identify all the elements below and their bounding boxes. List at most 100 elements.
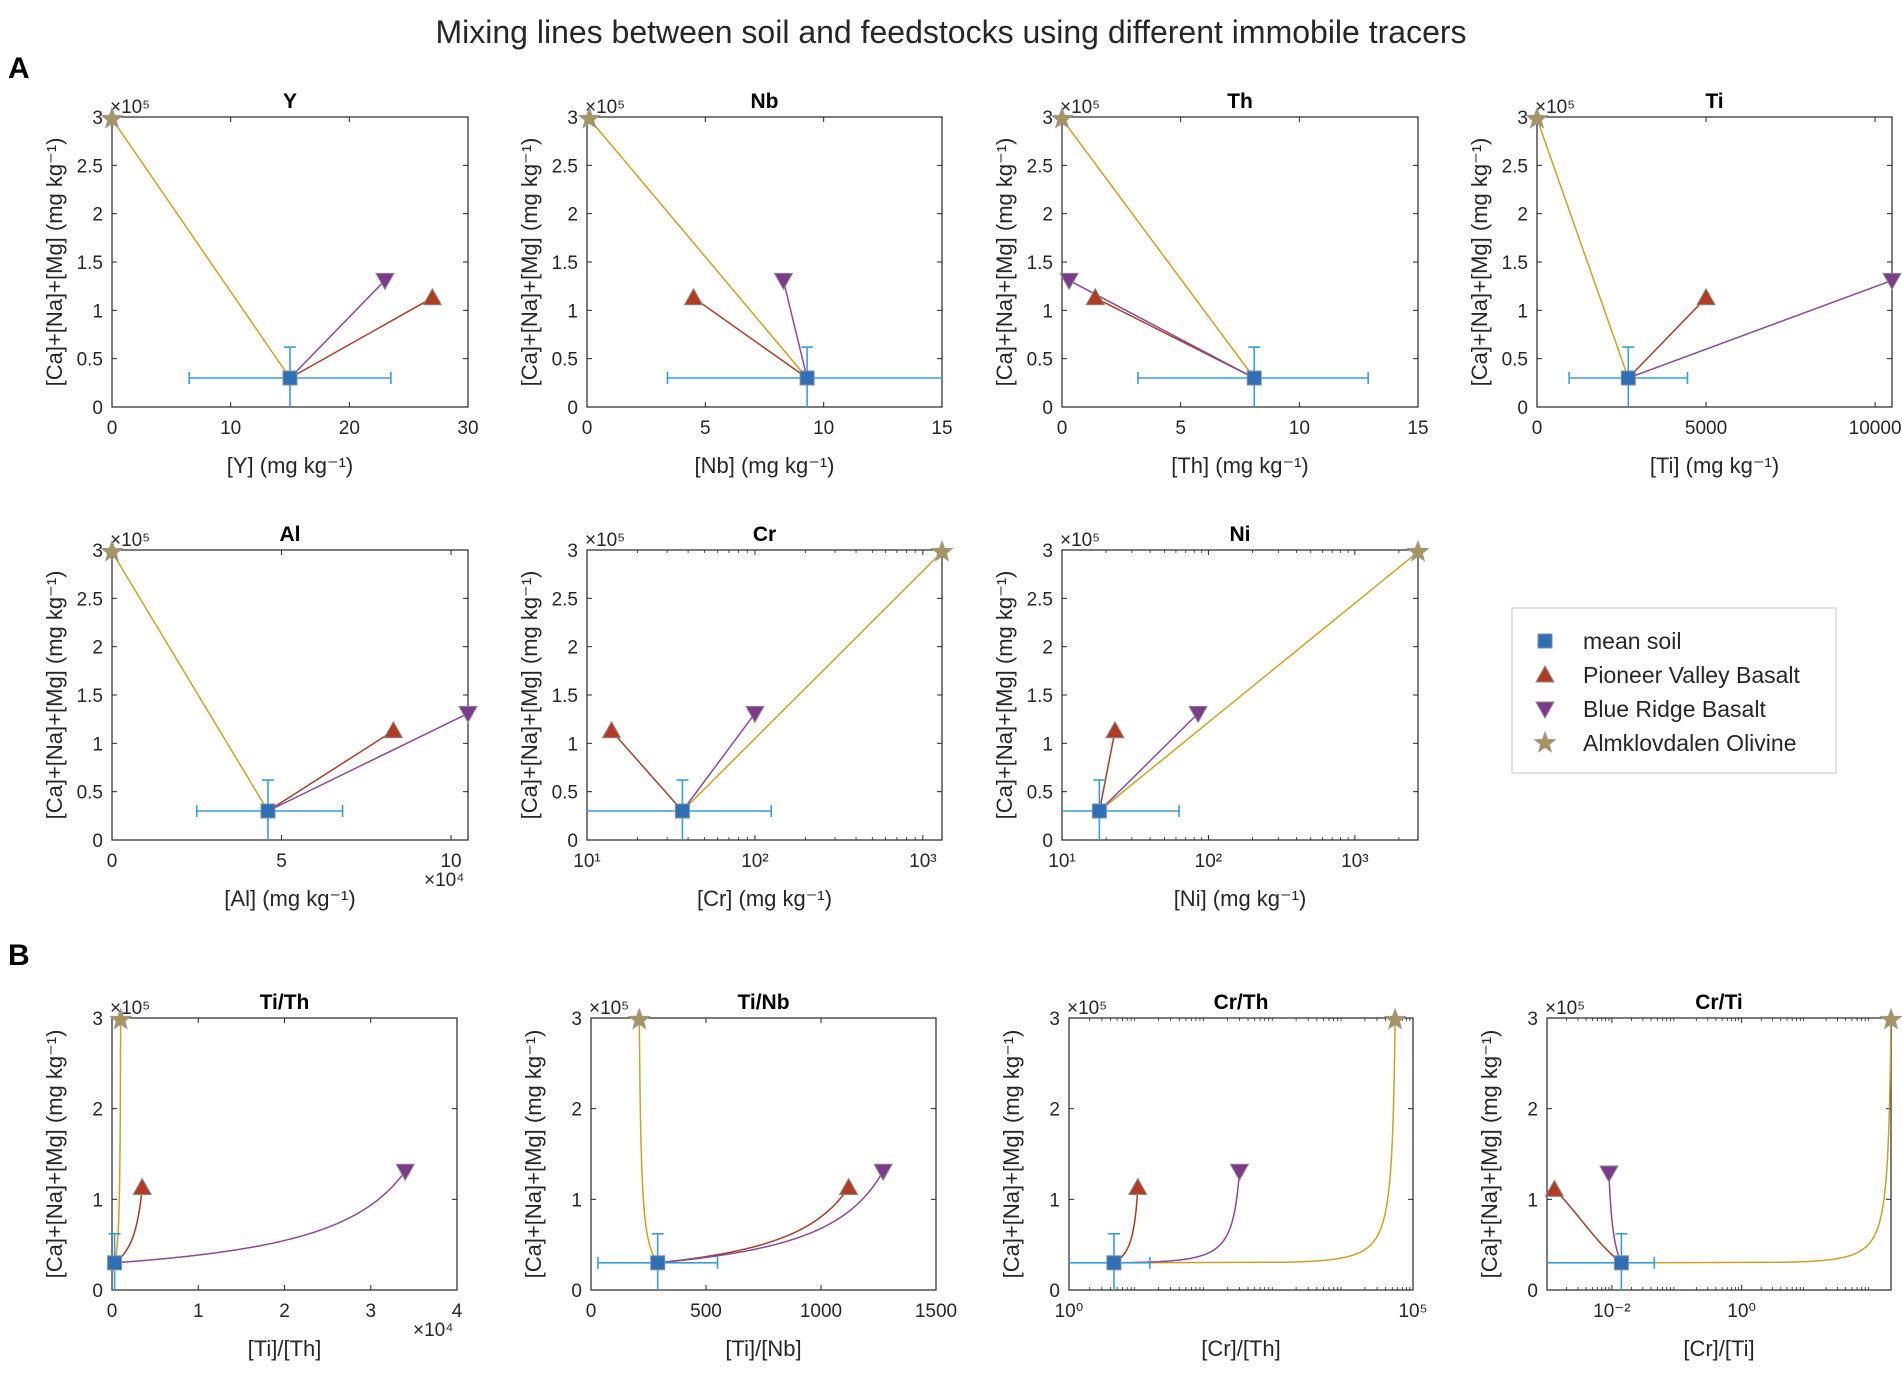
- y-tick-label: 0: [1049, 1281, 1060, 1302]
- y-tick-label: 3: [567, 541, 578, 562]
- x-tick-label: 10⁻²: [1593, 1301, 1631, 1322]
- x-axis-label: [Nb] (mg kg⁻¹): [695, 453, 835, 478]
- axes-box: [590, 1017, 937, 1291]
- subplot-title: Y: [283, 90, 297, 113]
- point-blue-ridge-basalt: [1882, 272, 1902, 291]
- point-blue-ridge-basalt: [1188, 705, 1208, 724]
- x-axis-label: [Cr]/[Ti]: [1683, 1336, 1754, 1361]
- x-tick-label: 10²: [1195, 851, 1222, 872]
- axes-box: [1546, 1017, 1892, 1291]
- y-tick-label: 0: [92, 1281, 103, 1302]
- point-pioneer-valley-basalt: [1127, 1177, 1148, 1196]
- mixing-line-pioneer: [267, 730, 394, 812]
- y-tick-label: 1.5: [1027, 253, 1053, 274]
- point-mean-soil: [674, 803, 690, 819]
- mixing-lines: [588, 118, 808, 379]
- point-almklovdalen-olivine: [100, 539, 124, 562]
- y-tick-label: 0: [571, 1281, 582, 1302]
- y-tick-label: 2.5: [1027, 589, 1053, 610]
- y-tick-label: 1: [571, 1190, 582, 1211]
- point-mean-soil: [1620, 370, 1636, 386]
- point-almklovdalen-olivine: [577, 106, 601, 129]
- subplot-title: Cr: [753, 523, 776, 546]
- x-tick-label: 10¹: [573, 851, 600, 872]
- mixing-lines: [1113, 1019, 1396, 1264]
- x-tick-label: 0: [1532, 418, 1543, 439]
- y-tick-label: 2.5: [1027, 156, 1053, 177]
- y-tick-label: 1.5: [552, 253, 578, 274]
- mixing-line-blueridge: [1608, 1173, 1623, 1264]
- y-axis-label: [Ca]+[Na]+[Mg] (mg kg⁻¹): [992, 138, 1017, 387]
- x-tick-label: 5: [700, 418, 711, 439]
- y-tick-label: 0: [1517, 398, 1528, 419]
- y-tick-label: 1: [1049, 1190, 1060, 1211]
- mixing-line-olivine: [112, 118, 291, 379]
- point-pioneer-valley-basalt: [1105, 720, 1125, 739]
- subplot-title: Ti: [1705, 90, 1723, 113]
- y-tick-label: 0.5: [1502, 350, 1528, 371]
- legend-marker-olivine: [1533, 730, 1557, 753]
- x-tick-label: 10000: [1849, 418, 1902, 439]
- y-multiplier: ×10⁵: [589, 998, 629, 1019]
- mixing-line-blueridge: [114, 1170, 406, 1264]
- point-mean-soil: [650, 1255, 666, 1271]
- y-tick-label: 1.5: [77, 686, 103, 707]
- x-axis-label: [Y] (mg kg⁻¹): [227, 453, 354, 478]
- point-mean-soil: [799, 370, 815, 386]
- y-tick-label: 2: [567, 205, 578, 226]
- x-multiplier: ×10⁴: [424, 870, 464, 891]
- x-tick-label: 0: [107, 418, 118, 439]
- mixing-line-blueridge: [267, 712, 468, 812]
- point-pioneer-valley-basalt: [422, 287, 443, 306]
- point-blue-ridge-basalt: [1229, 1163, 1250, 1182]
- y-tick-label: 1: [567, 734, 578, 755]
- x-axis-label: [Al] (mg kg⁻¹): [224, 886, 355, 911]
- subplot-title: Al: [280, 523, 301, 546]
- x-tick-label: 0: [586, 1301, 597, 1322]
- y-tick-label: 1: [1517, 301, 1528, 322]
- point-blue-ridge-basalt: [395, 1163, 416, 1182]
- subplot-title: Cr/Th: [1214, 991, 1269, 1014]
- subplot-ti-th: 0 1 2 3 0 1 2 3 4 Ti/Th [Ti]/[Th] [Ca]+[Na]+[Mg] (m…: [42, 991, 463, 1361]
- point-almklovdalen-olivine: [1525, 106, 1549, 129]
- x-axis-label: [Ni] (mg kg⁻¹): [1174, 886, 1307, 911]
- mixing-line-blueridge: [1113, 1171, 1241, 1264]
- legend-box: [1511, 607, 1837, 774]
- mixing-lines: [638, 1019, 884, 1264]
- mixing-lines: [112, 118, 433, 379]
- mixing-line-pioneer: [610, 730, 683, 812]
- x-tick-label: 2: [279, 1301, 290, 1322]
- mixing-line-pioneer: [657, 1187, 850, 1264]
- y-multiplier: ×10⁵: [585, 530, 625, 551]
- subplot-title: Th: [1227, 90, 1253, 113]
- x-tick-label: 0: [582, 418, 593, 439]
- y-tick-label: 0: [1527, 1281, 1538, 1302]
- x-tick-label: 20: [339, 418, 360, 439]
- x-tick-label: 10: [220, 418, 241, 439]
- mixing-line-olivine: [1062, 118, 1255, 379]
- legend-label-blueridge: Blue Ridge Basalt: [1583, 696, 1766, 722]
- subplot-th: 0 0.5 1 1.5 2 2.5 3 0 5 10 15 Th [Th] (mg kg⁻¹) [Ca]+…: [992, 90, 1429, 478]
- point-blue-ridge-basalt: [1599, 1165, 1619, 1184]
- y-axis-label: [Ca]+[Na]+[Mg] (mg kg⁻¹): [42, 571, 67, 820]
- axes-box: [1536, 116, 1893, 408]
- point-almklovdalen-olivine: [627, 1007, 651, 1030]
- y-tick-label: 2: [571, 1100, 582, 1121]
- subplot-ni: 0 0.5 1 1.5 2 2.5 3 10¹ 10² 10³ Ni [Ni] (mg kg⁻¹) [C…: [992, 523, 1430, 911]
- y-tick-label: 2: [92, 205, 103, 226]
- x-axis-label: [Ti]/[Nb]: [725, 1336, 801, 1361]
- y-axis-label: [Ca]+[Na]+[Mg] (mg kg⁻¹): [992, 571, 1017, 820]
- x-tick-label: 500: [690, 1301, 722, 1322]
- point-almklovdalen-olivine: [109, 1007, 133, 1030]
- point-pioneer-valley-basalt: [383, 720, 404, 739]
- point-blue-ridge-basalt: [458, 705, 478, 724]
- x-tick-label: 3: [365, 1301, 376, 1322]
- plots-group: 00.511.522.530 10 20 30Y[Y] (mg kg⁻¹)[Ca]+[…: [42, 90, 1902, 1361]
- y-tick-label: 3: [1042, 108, 1053, 129]
- x-tick-label: 1500: [915, 1301, 957, 1322]
- x-tick-label: 10: [813, 418, 834, 439]
- point-almklovdalen-olivine: [1383, 1007, 1407, 1030]
- x-tick-label: 10³: [909, 851, 936, 872]
- point-pioneer-valley-basalt: [1544, 1179, 1565, 1197]
